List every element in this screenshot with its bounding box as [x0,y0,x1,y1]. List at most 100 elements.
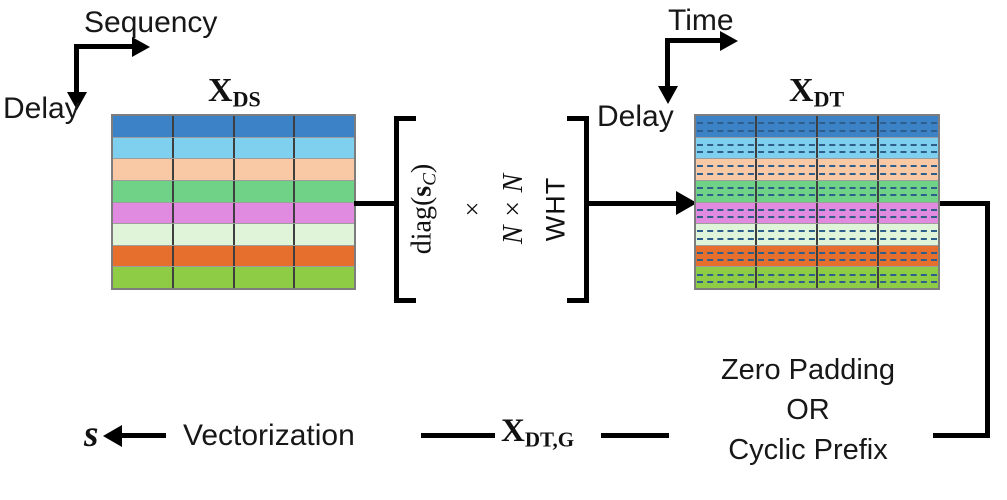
matrix-row [696,223,938,245]
diag-sub-c: C [419,173,441,186]
matrix-cell [171,137,233,159]
delay-axis-label-left: Delay [3,92,80,125]
dashed-symbol-line [697,129,937,132]
dashed-symbol-line [697,230,937,233]
matrix-cell [171,267,233,288]
matrix-cell [171,224,233,245]
matrix-cell [755,267,816,288]
matrix-row [113,201,354,224]
matrix-row [113,266,354,288]
sequency-axis-line [75,44,133,49]
diag-sc-label: diag(sC) [407,164,442,254]
diag-suffix: ) [406,163,438,174]
dashed-symbol-line [697,187,937,190]
matrix-cell [232,159,294,180]
matrix-cell [171,202,233,224]
dashed-symbol-line [697,259,937,262]
arrow-to-s-head-icon [103,425,122,447]
delay-axis-arrow-icon-left [67,92,87,110]
connector-xdt-right [940,201,990,206]
matrix-cell [816,245,877,267]
arrow-to-s-shaft [120,433,166,438]
padding-line-1: Zero Padding [720,354,896,386]
xdtg-subscript: DT,G [524,427,575,452]
matrix-cell [696,246,755,267]
matrix-cell [171,245,233,267]
connector-xds-to-operator [354,201,396,206]
connector-vectorization-xdtg [421,433,495,438]
matrix-cell [877,267,938,288]
matrix-cell [171,159,233,180]
right-bracket-top-serif [567,116,589,121]
matrix-cell [293,137,354,159]
dashed-symbol-line [697,165,937,168]
matrix-cell [696,116,755,137]
matrix-cell [696,267,755,288]
matrix-cell [755,202,816,224]
padding-block: Zero Padding OR Cyclic Prefix [683,350,933,470]
xdt-subscript: DT [813,86,845,112]
matrix-row [696,266,938,288]
vectorization-label: Vectorization [183,419,355,452]
matrix-cell [232,267,294,288]
delay-axis-line-right [665,38,670,88]
matrix-cell [171,180,233,202]
matrix-row [696,116,938,137]
arrow-operator-to-xdt-head-icon [676,191,697,215]
matrix-row [113,136,354,159]
dashed-symbol-line [697,216,937,219]
matrix-cell [755,116,816,137]
connector-xdtg-padding [601,433,669,438]
matrix-row [113,158,354,180]
left-bracket-top-serif [394,116,416,121]
delay-time-matrix [694,114,940,290]
matrix-cell [113,267,172,288]
delay-sequency-matrix [111,114,356,290]
dashed-symbol-line [697,122,937,125]
matrix-row [113,223,354,245]
matrix-cell [696,138,755,159]
padding-line-3: Cyclic Prefix [728,434,888,466]
delay-axis-arrow-icon-right [658,86,678,104]
matrix-cell [113,116,172,137]
nxn-dimension-label: N × N [498,173,529,245]
left-bracket [394,116,399,303]
matrix-cell [816,180,877,202]
xdt-matrix-label: XDT [789,72,844,113]
matrix-cell [755,245,816,267]
matrix-cell [113,138,172,159]
matrix-row [113,244,354,267]
connector-to-padding [933,433,990,438]
time-axis-arrow-icon [720,31,738,51]
xds-matrix-label: XDS [208,72,261,113]
connector-vertical [985,201,990,438]
matrix-cell [293,180,354,202]
arrow-operator-to-xdt-shaft [589,201,678,206]
wht-label: WHT [540,176,571,242]
dashed-symbol-line [697,172,937,175]
xds-base: X [208,72,233,109]
matrix-cell [232,224,294,245]
matrix-cell [696,203,755,224]
matrix-cell [755,137,816,159]
matrix-cell [113,203,172,224]
matrix-row [696,201,938,224]
matrix-cell [113,159,172,180]
xdt-base: X [789,72,814,109]
matrix-cell [293,224,354,245]
dashed-symbol-line [697,194,937,197]
matrix-cell [293,267,354,288]
matrix-cell [755,224,816,245]
matrix-cell [755,180,816,202]
matrix-cell [877,245,938,267]
matrix-cell [293,202,354,224]
xdtg-matrix-label: XDT,G [501,413,574,452]
matrix-row [113,179,354,202]
dashed-symbol-line [697,143,937,146]
matrix-cell [232,180,294,202]
dashed-symbol-line [697,273,937,276]
matrix-row [696,179,938,202]
padding-line-2: OR [786,394,830,426]
matrix-cell [232,137,294,159]
dashed-symbol-line [697,280,937,283]
